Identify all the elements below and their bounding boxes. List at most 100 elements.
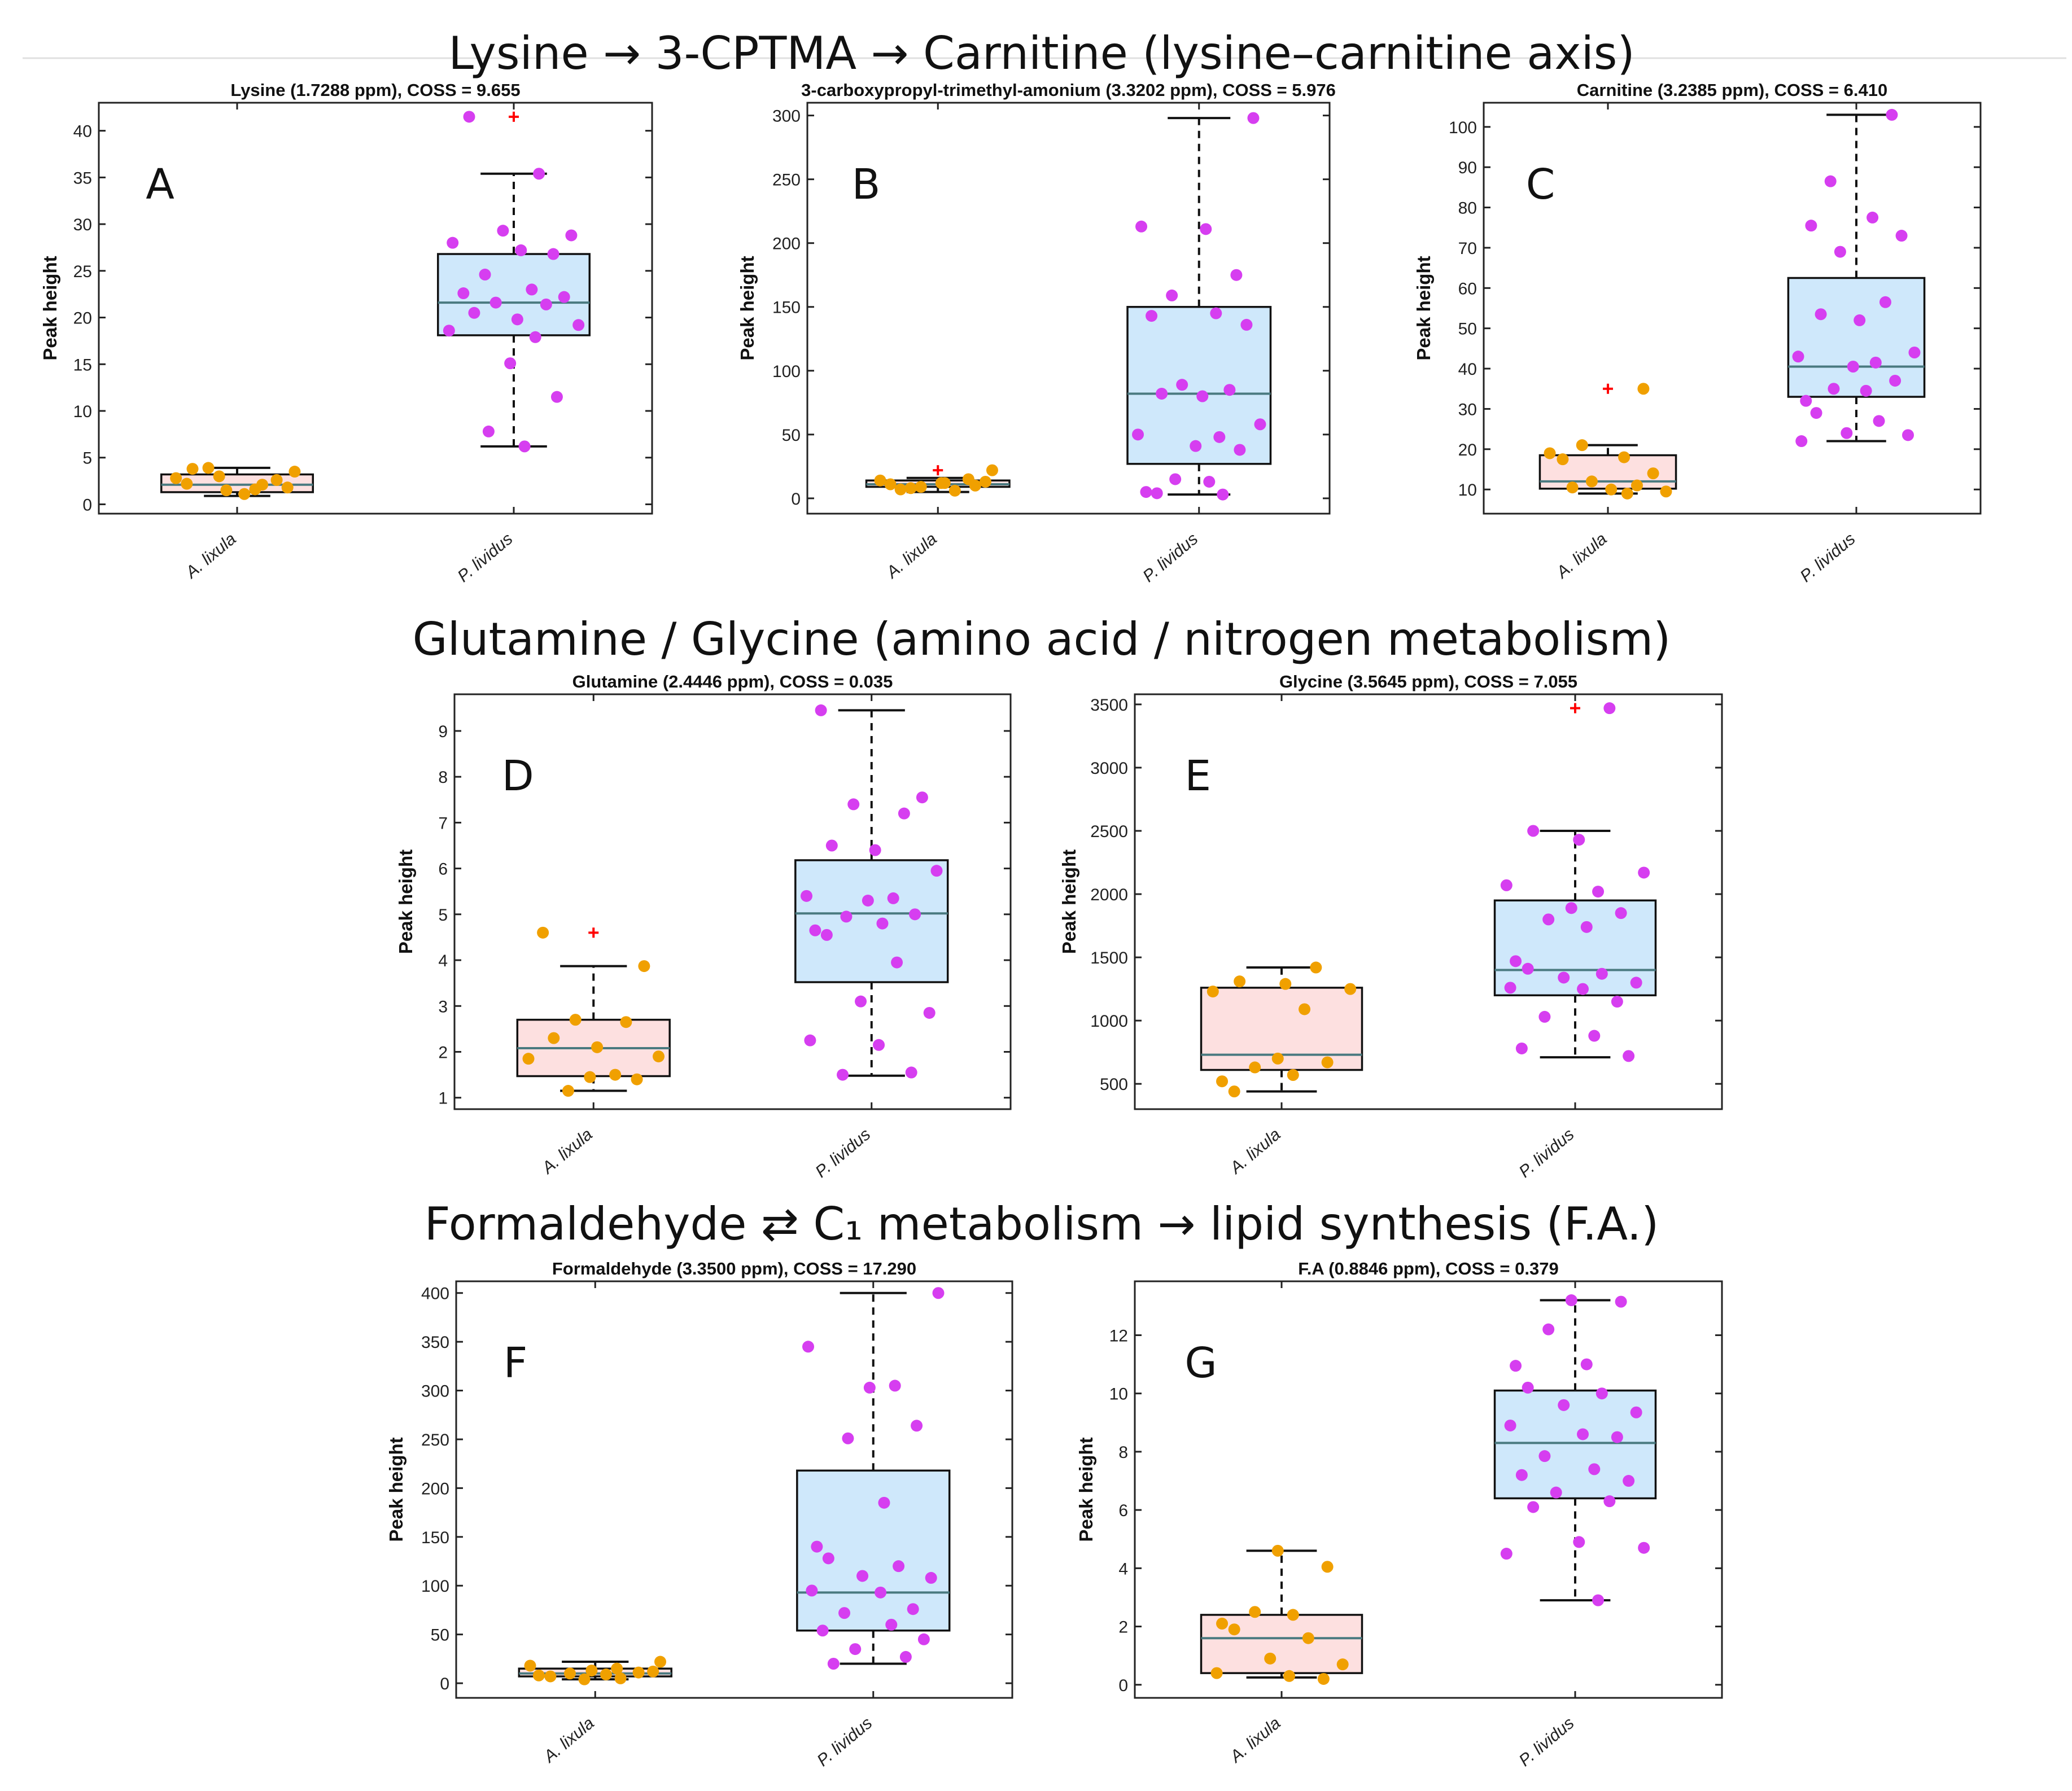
data-point [1580, 1358, 1593, 1370]
section-title-2: Glutamine / Glycine (amino acid / nitrog… [413, 613, 1671, 665]
data-point [809, 924, 821, 936]
data-point [1156, 387, 1168, 400]
y-tick-label: 500 [1100, 1075, 1128, 1094]
data-point [1310, 961, 1322, 974]
panel-c: Carnitine (3.2385 ppm), COSS = 6.410 10 20… [1413, 80, 1982, 586]
data-point [827, 1658, 840, 1670]
y-tick-label: 300 [421, 1382, 449, 1401]
y-tick-label: 7 [438, 814, 448, 833]
data-point [1577, 983, 1589, 995]
data-point [1605, 483, 1618, 496]
y-tick-label: 400 [421, 1285, 449, 1303]
y-tick-label: 0 [791, 490, 801, 509]
axes-frame [1134, 693, 1723, 1110]
data-point [1576, 439, 1588, 452]
y-tick-label: 100 [421, 1577, 449, 1596]
data-point [1565, 1294, 1577, 1307]
data-point [855, 995, 867, 1008]
data-point [489, 296, 502, 309]
data-point [1647, 467, 1659, 480]
y-tick-label: 40 [1458, 360, 1477, 379]
data-point [1558, 971, 1570, 984]
y-tick-label: 70 [1458, 239, 1477, 258]
data-point [1557, 453, 1569, 466]
data-point [1247, 112, 1260, 124]
data-point [518, 440, 531, 453]
data-point [562, 1085, 574, 1097]
data-point [1621, 487, 1633, 500]
data-point [1630, 976, 1642, 989]
y-tick-label: 200 [421, 1479, 449, 1498]
y-tick-label: 1500 [1090, 949, 1128, 967]
data-point [1299, 1003, 1311, 1015]
y-axis-label: Peak height [1413, 256, 1434, 360]
data-point [479, 268, 491, 281]
data-point [497, 225, 509, 237]
data-point [1544, 447, 1556, 459]
data-point [1841, 427, 1853, 439]
data-point [1279, 978, 1292, 990]
data-point [1854, 314, 1866, 326]
data-point [869, 844, 881, 856]
data-point [1500, 879, 1513, 891]
data-point [1302, 1632, 1314, 1644]
data-point [563, 1667, 576, 1680]
data-point [1210, 1667, 1223, 1679]
data-point [1500, 1548, 1513, 1560]
data-point [905, 1066, 917, 1079]
y-tick-label: 100 [772, 362, 801, 381]
data-point [907, 1603, 919, 1615]
data-point [885, 1618, 898, 1631]
data-point [1550, 1486, 1562, 1499]
data-point [1847, 360, 1859, 373]
data-point [213, 470, 225, 483]
data-point [899, 1650, 912, 1663]
data-point [1522, 962, 1534, 975]
y-tick-label: 3500 [1090, 696, 1128, 715]
data-point [1815, 308, 1827, 321]
y-tick-label: 20 [1458, 441, 1477, 459]
y-tick-label: 10 [1458, 481, 1477, 500]
y-tick-label: 4 [1118, 1560, 1128, 1578]
y-tick-label: 40 [73, 122, 92, 141]
data-point [1249, 1606, 1261, 1618]
data-point [569, 1014, 582, 1026]
data-point [533, 168, 545, 180]
y-axis-label: Peak height [1076, 1437, 1096, 1542]
data-point [820, 929, 833, 941]
y-tick-label: 6 [1118, 1501, 1128, 1520]
data-point [1588, 1030, 1601, 1042]
y-tick-label: 150 [772, 299, 801, 317]
axes-frame [98, 102, 653, 515]
y-tick-label: 0 [1118, 1676, 1128, 1695]
y-tick-label: 4 [438, 952, 448, 970]
y-tick-label: 50 [782, 426, 801, 445]
data-point [1234, 444, 1246, 456]
data-point [893, 1560, 905, 1573]
data-point [894, 483, 907, 496]
data-point [1264, 1652, 1277, 1665]
chart-title: F.A (0.8846 ppm), COSS = 0.379 [1298, 1259, 1558, 1278]
data-point [1538, 1010, 1551, 1023]
data-point [909, 908, 921, 921]
y-tick-label: 25 [73, 262, 92, 281]
panel-d: Glutamine (2.4446 ppm), COSS = 0.035 1 2 3 4… [395, 672, 1012, 1181]
y-tick-label: 2 [438, 1043, 448, 1062]
y-tick-label: 3000 [1090, 759, 1128, 778]
y-axis-label: Peak height [386, 1437, 406, 1542]
data-point [884, 478, 897, 491]
data-point [1810, 407, 1822, 419]
data-point [585, 1665, 598, 1677]
data-point [1630, 1406, 1642, 1418]
data-point [825, 839, 838, 852]
data-point [1660, 485, 1672, 498]
data-point [652, 1050, 665, 1063]
data-point [1240, 318, 1253, 331]
data-point [1287, 1609, 1299, 1621]
data-point [1176, 379, 1188, 391]
data-point [1321, 1056, 1334, 1069]
data-point [840, 910, 853, 923]
data-point [856, 1570, 869, 1582]
data-point [1504, 982, 1516, 994]
